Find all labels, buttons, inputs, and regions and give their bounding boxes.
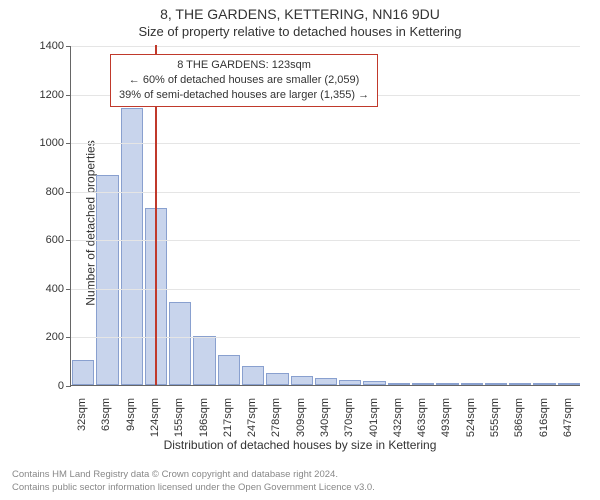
ytick-label: 400 [24, 283, 64, 295]
bar [436, 383, 458, 385]
xtick-label: 278sqm [270, 398, 282, 448]
xtick-label: 463sqm [416, 398, 428, 448]
xtick-label: 32sqm [76, 398, 88, 448]
bar [412, 383, 434, 385]
bar [388, 383, 410, 385]
xtick-label: 247sqm [246, 398, 258, 448]
bar [363, 381, 385, 385]
info-box: 8 THE GARDENS: 123sqm ← 60% of detached … [110, 54, 378, 107]
ytick-mark [66, 337, 71, 338]
gridline [71, 337, 580, 338]
ytick-label: 800 [24, 186, 64, 198]
gridline [71, 289, 580, 290]
ytick-label: 1000 [24, 137, 64, 149]
ytick-mark [66, 289, 71, 290]
info-line-3: 39% of semi-detached houses are larger (… [119, 88, 369, 103]
ytick-label: 200 [24, 331, 64, 343]
xtick-label: 124sqm [149, 398, 161, 448]
xtick-label: 401sqm [368, 398, 380, 448]
xtick-label: 555sqm [489, 398, 501, 448]
xtick-label: 493sqm [440, 398, 452, 448]
ytick-mark [66, 95, 71, 96]
bar [485, 383, 507, 385]
footer-credits: Contains HM Land Registry data © Crown c… [12, 469, 375, 494]
bar [266, 373, 288, 385]
xtick-label: 616sqm [538, 398, 550, 448]
title-line-1: 8, THE GARDENS, KETTERING, NN16 9DU [0, 6, 600, 22]
bar [291, 376, 313, 385]
info-line-2: ← 60% of detached houses are smaller (2,… [119, 73, 369, 88]
info-line-1: 8 THE GARDENS: 123sqm [119, 58, 369, 73]
footer-line-1: Contains HM Land Registry data © Crown c… [12, 469, 375, 481]
footer-line-2: Contains public sector information licen… [12, 482, 375, 494]
bar [509, 383, 531, 385]
xtick-label: 155sqm [173, 398, 185, 448]
ytick-mark [66, 240, 71, 241]
gridline [71, 143, 580, 144]
bar [339, 380, 361, 385]
gridline [71, 46, 580, 47]
xtick-label: 309sqm [295, 398, 307, 448]
bar [193, 336, 215, 385]
ytick-label: 0 [24, 380, 64, 392]
ytick-mark [66, 386, 71, 387]
gridline [71, 240, 580, 241]
bar [72, 360, 94, 386]
bar [461, 383, 483, 385]
bar [558, 383, 580, 385]
ytick-mark [66, 46, 71, 47]
bar [533, 383, 555, 385]
xtick-label: 340sqm [319, 398, 331, 448]
bar [315, 378, 337, 385]
chart-container: 8, THE GARDENS, KETTERING, NN16 9DU Size… [0, 0, 600, 500]
ytick-label: 1400 [24, 40, 64, 52]
xtick-label: 94sqm [125, 398, 137, 448]
xtick-label: 432sqm [392, 398, 404, 448]
bar [218, 355, 240, 385]
xtick-label: 586sqm [513, 398, 525, 448]
ytick-label: 600 [24, 234, 64, 246]
title-line-2: Size of property relative to detached ho… [0, 24, 600, 39]
ytick-label: 1200 [24, 89, 64, 101]
bar [96, 175, 118, 385]
bar [121, 108, 143, 385]
xtick-label: 217sqm [222, 398, 234, 448]
bar [169, 302, 191, 385]
xtick-label: 186sqm [198, 398, 210, 448]
ytick-mark [66, 143, 71, 144]
xtick-label: 524sqm [465, 398, 477, 448]
xtick-label: 647sqm [562, 398, 574, 448]
bar [242, 366, 264, 385]
xtick-label: 63sqm [100, 398, 112, 448]
ytick-mark [66, 192, 71, 193]
gridline [71, 192, 580, 193]
xtick-label: 370sqm [343, 398, 355, 448]
